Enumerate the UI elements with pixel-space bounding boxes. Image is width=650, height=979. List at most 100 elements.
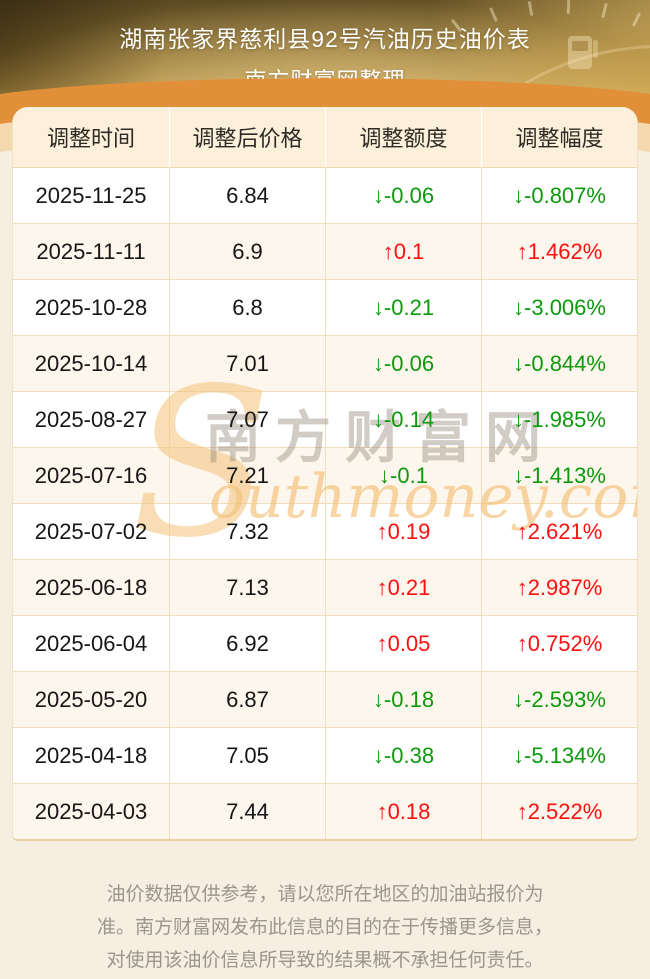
percent-value: ↑2.987%	[516, 574, 603, 600]
change-value: ↓-0.38	[372, 742, 435, 768]
date-value: 2025-11-25	[35, 182, 147, 208]
date-value: 2025-06-18	[34, 574, 148, 600]
page-title: 湖南张家界慈利县92号汽油历史油价表	[119, 26, 531, 52]
change-value: ↓-0.06	[372, 350, 435, 376]
date-cell: 2025-06-18	[13, 560, 169, 615]
date-value: 2025-04-03	[34, 798, 148, 824]
table-row: 2025-06-18 7.13 ↑0.21 ↑2.987%	[13, 559, 637, 615]
change-cell: ↓-0.18	[325, 672, 481, 727]
price-table-body: 2025-11-25 6.84 ↓-0.06 ↓-0.807% 2025-11-…	[13, 167, 637, 839]
fuel-pump-icon	[568, 36, 598, 69]
price-cell: 6.92	[169, 616, 325, 671]
column-header-percent: 调整幅度	[481, 107, 637, 167]
price-value: 6.87	[226, 686, 269, 712]
date-cell: 2025-11-25	[13, 168, 169, 223]
change-cell: ↑0.19	[325, 504, 481, 559]
price-value: 7.01	[226, 350, 269, 376]
column-header-date: 调整时间	[46, 126, 135, 151]
price-value: 6.8	[232, 294, 263, 320]
table-row: 2025-04-18 7.05 ↓-0.38 ↓-5.134%	[13, 727, 637, 783]
percent-cell: ↑2.522%	[481, 784, 637, 839]
percent-value: ↓-0.807%	[513, 182, 606, 208]
date-cell: 2025-11-11	[13, 224, 169, 279]
change-cell: ↑0.18	[325, 784, 481, 839]
change-cell: ↓-0.21	[325, 280, 481, 335]
percent-cell: ↓-3.006%	[481, 280, 637, 335]
table-row: 2025-10-28 6.8 ↓-0.21 ↓-3.006%	[13, 279, 637, 335]
date-cell: 2025-10-14	[13, 336, 169, 391]
percent-value: ↓-5.134%	[513, 742, 606, 768]
percent-value: ↓-3.006%	[513, 294, 606, 320]
date-cell: 2025-05-20	[13, 672, 169, 727]
price-cell: 7.21	[169, 448, 325, 503]
price-value: 7.07	[226, 406, 269, 432]
change-value: ↓-0.1	[379, 462, 428, 488]
date-cell: 2025-07-02	[13, 504, 169, 559]
date-value: 2025-07-16	[34, 462, 148, 488]
date-cell: 2025-07-16	[13, 448, 169, 503]
disclaimer: 油价数据仅供参考，请以您所在地区的加油站报价为 准。南方财富网发布此信息的目的在…	[0, 841, 650, 977]
gauge-tick-icon	[527, 0, 534, 17]
price-cell: 7.05	[169, 728, 325, 783]
percent-cell: ↓-1.413%	[481, 448, 637, 503]
price-table: 调整时间 调整后价格 调整额度 调整幅度 2025-11-25 6.84 ↓-0…	[12, 107, 638, 841]
date-value: 2025-06-04	[34, 630, 148, 656]
change-value: ↓-0.14	[372, 406, 435, 432]
price-value: 7.21	[226, 462, 269, 488]
percent-cell: ↓-2.593%	[481, 672, 637, 727]
table-row: 2025-06-04 6.92 ↑0.05 ↑0.752%	[13, 615, 637, 671]
change-cell: ↑0.1	[325, 224, 481, 279]
date-cell: 2025-08-27	[13, 392, 169, 447]
price-value: 7.05	[226, 742, 269, 768]
price-cell: 6.87	[169, 672, 325, 727]
percent-value: ↑0.752%	[516, 630, 603, 656]
disclaimer-line: 对使用该油价信息所导致的结果概不承担任何责任。	[106, 950, 544, 971]
date-value: 2025-08-27	[34, 406, 148, 432]
table-row: 2025-11-11 6.9 ↑0.1 ↑1.462%	[13, 223, 637, 279]
price-cell: 7.13	[169, 560, 325, 615]
date-cell: 2025-06-04	[13, 616, 169, 671]
percent-value: ↓-1.413%	[513, 462, 606, 488]
gauge-tick-icon	[601, 2, 608, 19]
date-value: 2025-10-14	[34, 350, 148, 376]
column-header-price: 调整后价格	[169, 107, 325, 167]
change-value: ↑0.21	[376, 574, 431, 600]
change-cell: ↑0.05	[325, 616, 481, 671]
percent-cell: ↑0.752%	[481, 616, 637, 671]
percent-value: ↑2.621%	[516, 518, 603, 544]
price-cell: 6.8	[169, 280, 325, 335]
price-cell: 6.84	[169, 168, 325, 223]
change-cell: ↓-0.1	[325, 448, 481, 503]
column-header-change: 调整额度	[325, 107, 481, 167]
percent-value: ↑1.462%	[516, 238, 603, 264]
table-row: 2025-07-02 7.32 ↑0.19 ↑2.621%	[13, 503, 637, 559]
change-value: ↓-0.18	[372, 686, 435, 712]
disclaimer-line: 准。南方财富网发布此信息的目的在于传播更多信息，	[96, 917, 553, 938]
price-cell: 7.44	[169, 784, 325, 839]
change-cell: ↓-0.14	[325, 392, 481, 447]
table-row: 2025-05-20 6.87 ↓-0.18 ↓-2.593%	[13, 671, 637, 727]
date-value: 2025-07-02	[34, 518, 148, 544]
percent-cell: ↑1.462%	[481, 224, 637, 279]
percent-value: ↓-2.593%	[513, 686, 606, 712]
percent-value: ↑2.522%	[516, 798, 603, 824]
price-value: 7.13	[226, 574, 269, 600]
percent-cell: ↓-0.807%	[481, 168, 637, 223]
change-value: ↓-0.06	[372, 182, 435, 208]
percent-cell: ↓-5.134%	[481, 728, 637, 783]
date-cell: 2025-04-03	[13, 784, 169, 839]
price-value: 6.9	[232, 238, 263, 264]
table-row: 2025-11-25 6.84 ↓-0.06 ↓-0.807%	[13, 167, 637, 223]
change-value: ↑0.1	[382, 238, 425, 264]
change-value: ↑0.19	[376, 518, 431, 544]
disclaimer-line: 油价数据仅供参考，请以您所在地区的加油站报价为	[106, 884, 544, 905]
gauge-tick-icon	[566, 0, 571, 15]
percent-cell: ↑2.621%	[481, 504, 637, 559]
date-value: 2025-11-11	[36, 238, 146, 264]
date-value: 2025-04-18	[34, 742, 148, 768]
price-cell: 6.9	[169, 224, 325, 279]
price-cell: 7.01	[169, 336, 325, 391]
table-row: 2025-08-27 7.07 ↓-0.14 ↓-1.985%	[13, 391, 637, 447]
table-row: 2025-04-03 7.44 ↑0.18 ↑2.522%	[13, 783, 637, 839]
change-value: ↓-0.21	[372, 294, 435, 320]
